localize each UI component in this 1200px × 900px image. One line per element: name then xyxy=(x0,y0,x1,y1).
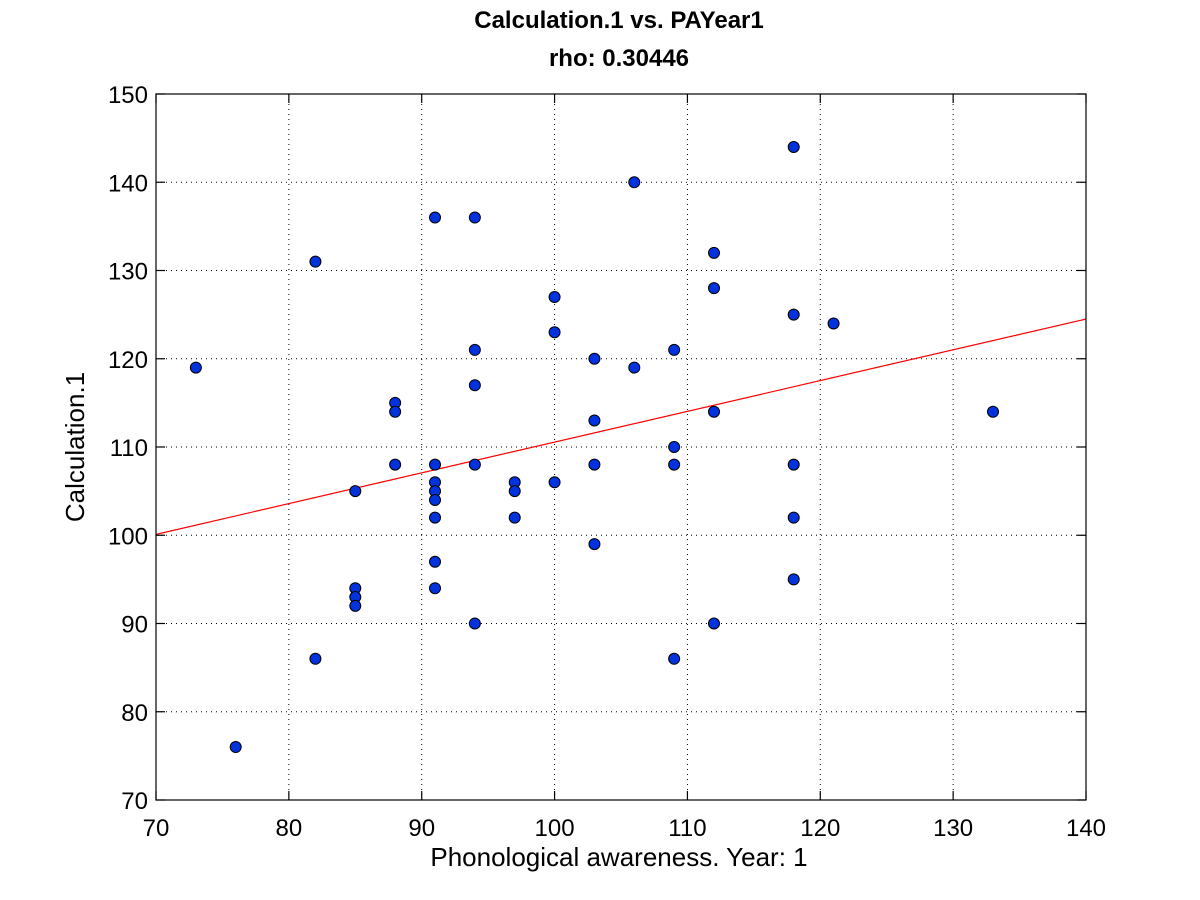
data-point xyxy=(429,511,441,524)
regression-line xyxy=(155,318,1087,535)
fit-line-group xyxy=(155,318,1087,535)
y-tick-label: 150 xyxy=(108,82,148,109)
y-tick-label: 90 xyxy=(121,612,148,639)
x-tick-label: 90 xyxy=(408,815,435,842)
y-tick-label: 120 xyxy=(108,347,148,374)
data-point xyxy=(468,379,481,392)
y-tick-label: 140 xyxy=(108,170,148,197)
data-points xyxy=(189,140,999,754)
data-point xyxy=(389,405,402,418)
data-point xyxy=(708,405,720,418)
data-point xyxy=(668,652,681,665)
data-point xyxy=(787,573,800,586)
data-point xyxy=(468,343,481,356)
x-tick-labels: 70 80 90 100 110 120 130 140 xyxy=(143,815,1106,842)
data-point xyxy=(548,326,561,339)
data-point xyxy=(708,282,720,295)
data-point xyxy=(548,290,561,303)
data-point xyxy=(668,441,681,453)
data-point xyxy=(787,511,800,524)
data-point xyxy=(309,255,322,268)
y-tick-label: 80 xyxy=(121,700,148,727)
data-point xyxy=(787,458,800,471)
x-tick-label: 110 xyxy=(668,815,706,842)
axes xyxy=(155,93,1087,801)
data-point xyxy=(588,538,601,551)
data-point xyxy=(987,405,999,418)
x-tick-label: 70 xyxy=(143,815,170,842)
y-tick-label: 110 xyxy=(110,435,148,462)
data-point xyxy=(349,599,362,612)
y-tick-labels: 70 80 90 100 110 120 130 140 150 xyxy=(108,82,148,815)
data-point xyxy=(429,493,441,506)
y-tick-label: 100 xyxy=(108,523,148,550)
data-point xyxy=(588,352,601,365)
data-point xyxy=(668,343,681,356)
data-point xyxy=(468,458,481,471)
data-point xyxy=(588,414,601,427)
data-point xyxy=(628,361,641,374)
x-tick-label: 140 xyxy=(1066,815,1106,842)
x-tick-label: 100 xyxy=(535,815,575,842)
data-point xyxy=(468,617,481,630)
data-point xyxy=(349,485,362,498)
data-point xyxy=(429,211,441,224)
data-point xyxy=(468,211,481,224)
data-point xyxy=(429,582,441,595)
y-tick-label: 70 xyxy=(121,788,148,815)
y-tick-label: 130 xyxy=(108,259,148,286)
chart-title: Calculation.1 vs. PAYear1 xyxy=(474,7,764,34)
data-point xyxy=(628,176,641,189)
x-tick-label: 80 xyxy=(276,815,303,842)
y-axis-label: Calculation.1 xyxy=(60,372,90,522)
data-point xyxy=(588,458,601,471)
data-point xyxy=(548,476,561,489)
data-point xyxy=(429,555,441,568)
x-axis-label: Phonological awareness. Year: 1 xyxy=(430,842,807,872)
data-point xyxy=(389,458,402,471)
data-point xyxy=(508,485,521,498)
data-point xyxy=(508,511,521,524)
x-tick-label: 130 xyxy=(933,815,973,842)
data-point xyxy=(787,308,800,321)
data-point xyxy=(189,361,202,374)
data-point xyxy=(708,617,720,630)
data-point xyxy=(708,246,720,259)
data-point xyxy=(309,652,322,665)
data-point xyxy=(229,741,242,754)
x-tick-label: 120 xyxy=(800,815,840,842)
chart-subtitle: rho: 0.30446 xyxy=(549,45,689,72)
data-point xyxy=(668,458,681,471)
grid xyxy=(156,94,1086,800)
data-point xyxy=(787,140,800,153)
plot-frame xyxy=(155,93,1087,801)
data-point xyxy=(827,317,840,330)
data-point xyxy=(429,458,441,471)
